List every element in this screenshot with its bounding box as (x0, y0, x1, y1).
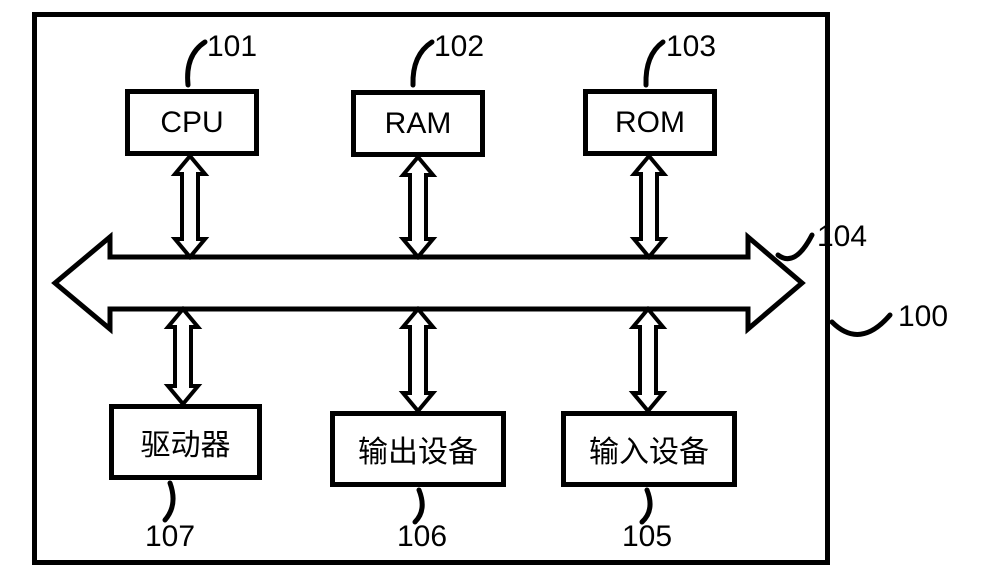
diagram-canvas: CPU RAM ROM 驱动器 输出设备 输入设备 101 102 103 10… (0, 0, 1000, 582)
ref-105: 105 (622, 520, 672, 554)
output-label: 输出设备 (358, 427, 478, 471)
ref-103: 103 (666, 30, 716, 64)
ref-100: 100 (898, 300, 948, 334)
input-label: 输入设备 (589, 427, 709, 471)
ram-block: RAM (351, 90, 485, 157)
input-block: 输入设备 (561, 411, 737, 487)
cpu-block: CPU (125, 89, 259, 156)
ref-104: 104 (817, 220, 867, 254)
rom-label: ROM (615, 106, 685, 140)
ref-106: 106 (397, 520, 447, 554)
driver-block: 驱动器 (109, 404, 262, 480)
bus-label: 系统总线 (359, 265, 479, 309)
rom-block: ROM (583, 89, 717, 156)
ref-101: 101 (207, 30, 257, 64)
ref-102: 102 (434, 30, 484, 64)
output-block: 输出设备 (330, 411, 506, 487)
cpu-label: CPU (160, 106, 223, 140)
ram-label: RAM (385, 107, 452, 141)
driver-label: 驱动器 (141, 420, 231, 464)
ref-107: 107 (145, 520, 195, 554)
